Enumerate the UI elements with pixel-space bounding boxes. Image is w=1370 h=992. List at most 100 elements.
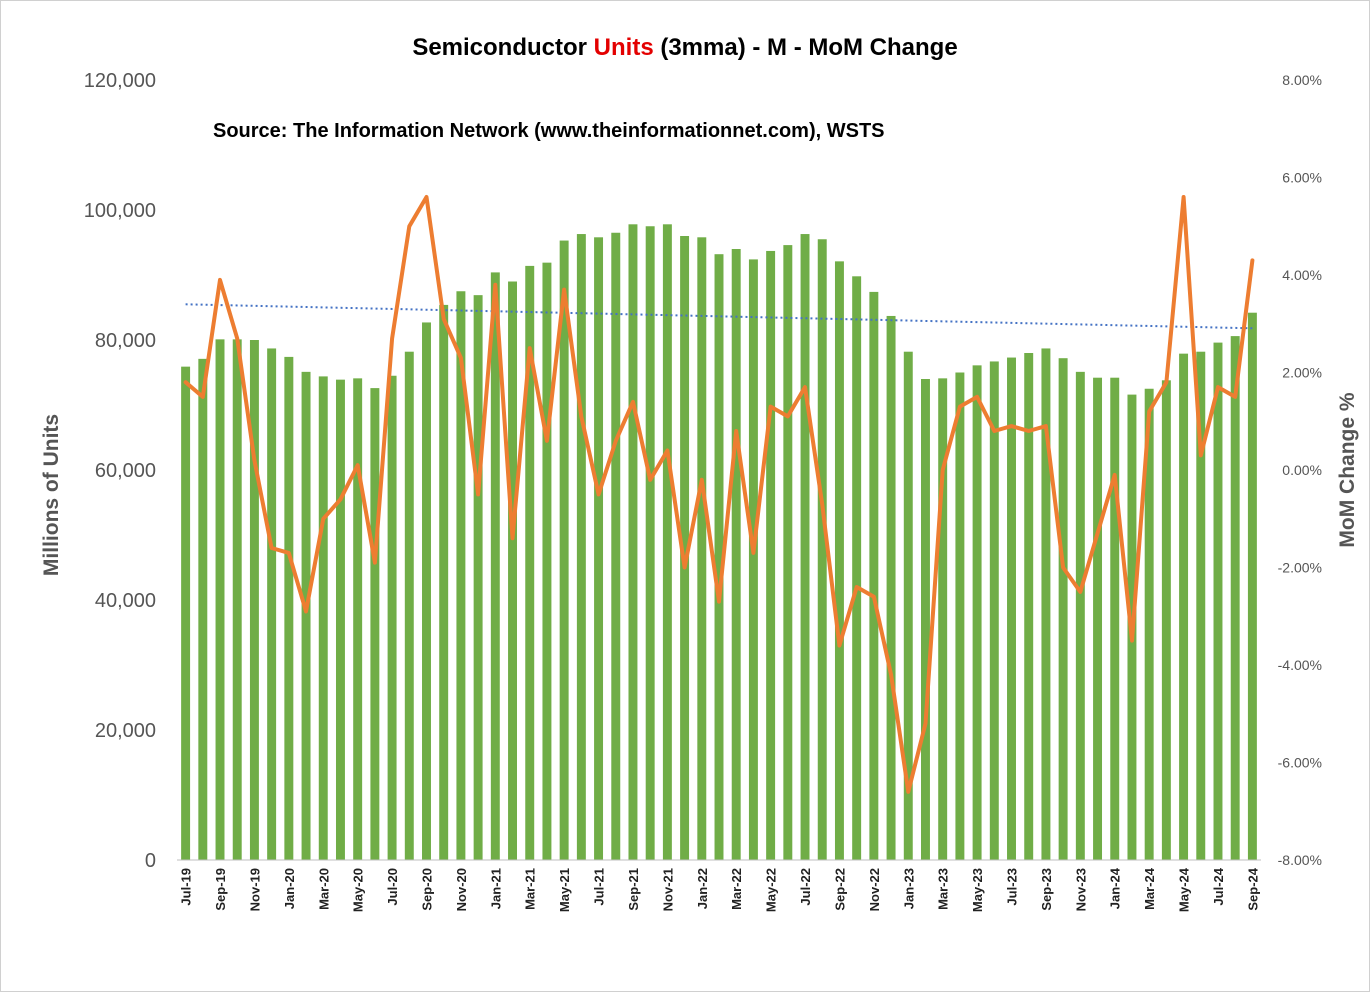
bar — [267, 348, 277, 860]
bar — [181, 366, 191, 860]
y2-tick-label: 4.00% — [1282, 267, 1322, 283]
bar — [680, 236, 690, 860]
x-tick-label: Sep-20 — [420, 868, 435, 911]
bar — [989, 361, 999, 860]
bar — [370, 388, 380, 860]
y-tick-label: 120,000 — [84, 70, 156, 92]
bar — [387, 375, 397, 860]
x-tick-label: Nov-22 — [867, 868, 882, 911]
bar — [852, 276, 862, 860]
x-tick-label: Jul-22 — [798, 868, 813, 906]
chart-subtitle: Source: The Information Network (www.the… — [213, 120, 885, 142]
y2-tick-label: 8.00% — [1282, 72, 1322, 88]
y2-tick-label: -6.00% — [1278, 755, 1322, 771]
bar — [198, 358, 208, 860]
bar — [232, 339, 242, 861]
bar — [318, 376, 328, 860]
bar — [473, 295, 483, 860]
x-tick-label: Jul-20 — [385, 868, 400, 906]
y2-tick-label: -4.00% — [1278, 657, 1322, 673]
bar — [1213, 342, 1223, 861]
bar — [1247, 312, 1257, 860]
bar — [611, 232, 621, 860]
bar — [1093, 377, 1103, 860]
bar — [1230, 336, 1240, 861]
bar — [1075, 371, 1085, 860]
bar — [542, 262, 552, 860]
x-tick-label: Sep-24 — [1245, 867, 1260, 910]
bar — [783, 245, 793, 861]
x-tick-label: Mar-22 — [729, 868, 744, 910]
bar — [1110, 377, 1120, 860]
y2-tick-label: -2.00% — [1278, 560, 1322, 576]
bar — [1196, 351, 1206, 860]
bar — [559, 240, 569, 861]
bar — [404, 351, 414, 860]
bar — [903, 351, 913, 860]
bar — [353, 378, 363, 860]
bar — [335, 379, 345, 860]
y-tick-label: 0 — [145, 850, 156, 872]
mom-change-line — [183, 195, 1255, 794]
x-tick-label: May-24 — [1177, 867, 1192, 912]
x-tick-label: Sep-22 — [832, 868, 847, 911]
bar — [748, 259, 758, 860]
x-tick-label: May-23 — [970, 868, 985, 912]
y-tick-label: 100,000 — [84, 200, 156, 222]
x-tick-label: Nov-23 — [1073, 868, 1088, 911]
x-tick-label: Mar-24 — [1142, 867, 1157, 910]
bar — [1144, 388, 1154, 860]
bar — [938, 378, 948, 860]
x-tick-label: Jul-24 — [1211, 867, 1226, 905]
bar — [817, 239, 827, 860]
bar — [628, 224, 638, 861]
bar — [439, 304, 449, 860]
bar — [697, 237, 707, 861]
title-highlight: Units — [593, 34, 654, 61]
bar — [576, 234, 586, 861]
bar — [731, 249, 741, 860]
bar — [886, 315, 896, 860]
bar — [869, 291, 879, 860]
bar — [1007, 357, 1016, 860]
bar — [490, 272, 500, 860]
x-tick-label: Sep-21 — [626, 868, 641, 911]
bar — [1041, 348, 1051, 860]
bar — [921, 379, 930, 860]
bar — [456, 291, 466, 860]
bar — [766, 250, 776, 860]
x-tick-label: Jul-23 — [1005, 868, 1020, 906]
x-tick-label: Jan-23 — [901, 868, 916, 909]
bar — [284, 356, 294, 860]
x-tick-label: Nov-20 — [454, 868, 469, 911]
bar — [972, 365, 982, 860]
x-tick-label: Nov-21 — [660, 868, 675, 911]
bar — [1024, 353, 1034, 860]
y-tick-label: 80,000 — [95, 330, 156, 352]
bar — [834, 261, 844, 861]
x-tick-label: May-22 — [764, 868, 779, 912]
bar — [249, 340, 259, 860]
bar — [1161, 380, 1171, 860]
x-tick-label: Sep-23 — [1039, 868, 1054, 911]
bar — [1179, 353, 1189, 860]
x-tick-label: May-21 — [557, 868, 572, 912]
x-tick-label: Jul-19 — [179, 868, 194, 906]
x-tick-label: Jan-20 — [282, 868, 297, 909]
bar — [594, 237, 604, 861]
y2-tick-label: 6.00% — [1282, 170, 1322, 186]
bar — [1058, 358, 1068, 860]
x-tick-label: Mar-23 — [936, 868, 951, 910]
bar — [662, 224, 672, 861]
bar — [422, 322, 431, 860]
bar — [525, 265, 535, 860]
bar — [955, 372, 965, 860]
y-tick-label: 20,000 — [95, 720, 156, 742]
bar — [714, 254, 724, 860]
y-tick-label: 60,000 — [95, 460, 156, 482]
bar — [800, 234, 810, 861]
x-tick-label: Mar-20 — [316, 868, 331, 910]
y2-tick-label: 0.00% — [1282, 462, 1322, 478]
bar — [508, 281, 517, 860]
